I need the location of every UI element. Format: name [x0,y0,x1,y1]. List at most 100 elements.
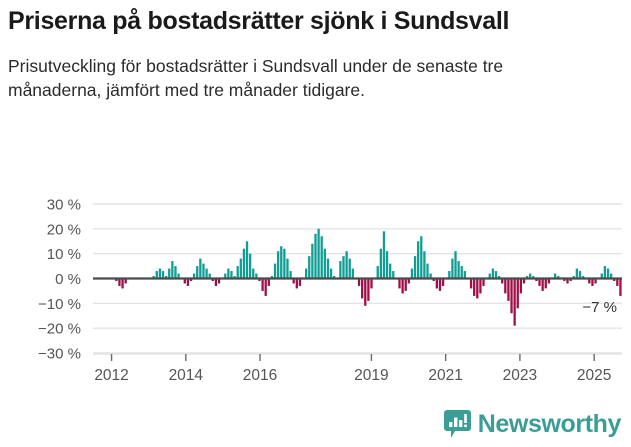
bar [177,273,180,279]
chart-bars [115,228,622,326]
bar [230,271,233,279]
bar [364,278,367,306]
bar [457,261,460,279]
chart-gridlines [93,203,622,354]
y-axis-tick-label: 0 % [55,271,81,288]
bar [494,271,498,279]
bar [370,278,373,289]
bar [504,278,507,294]
bar [432,278,435,281]
bar [202,263,205,279]
bar [205,268,208,279]
bar [242,248,246,279]
bar [451,258,454,279]
bar [320,236,323,279]
bar [227,268,230,279]
bar [252,268,255,279]
y-axis-tick-label: 20 % [47,221,81,238]
bar [516,278,519,309]
x-axis-tick-label: 2019 [354,367,388,384]
bar [572,276,575,279]
bar [535,278,538,281]
bar [429,273,432,279]
bar [333,276,336,279]
chart-y-axis: 30 % 20 % 10 % 0 % −10 % −20 % −30 % [38,197,81,363]
bar [501,278,504,284]
bar [441,278,445,286]
bar [407,278,410,284]
chart-x-axis: 2012 2014 2016 2019 2021 2023 2025 [93,353,622,384]
bar [519,278,523,294]
chart-page: Priserna på bostadsrätter sjönk i Sundsv… [0,7,631,447]
chart-plot-area: 30 % 20 % 10 % 0 % −10 % −20 % −30 % 2012 2014 2… [0,188,631,403]
bar [317,228,320,279]
bar [609,273,613,279]
bar [124,278,127,284]
x-axis-tick-label: 2014 [169,367,204,384]
bar [348,258,351,279]
bar [385,251,389,279]
x-axis-tick-label: 2021 [428,367,462,384]
bar [588,278,591,284]
bar [292,278,295,284]
bar [289,271,292,279]
bar [214,278,218,286]
bar [538,278,541,286]
bar [342,256,345,279]
bar [280,246,283,279]
bar [413,256,417,279]
bar [239,258,242,279]
bar [329,268,333,279]
y-axis-tick-label: −30 % [38,346,81,363]
bar [199,258,202,279]
bar [600,273,603,279]
y-axis-tick-label: 30 % [47,197,81,214]
bar [217,278,221,284]
bar [435,278,438,289]
bar [566,278,569,284]
bar [448,271,451,279]
bar [594,278,597,284]
y-axis-tick-label: −10 % [38,296,81,313]
bar [311,243,314,279]
bar [267,278,270,286]
bar [513,278,516,326]
bar [196,266,199,279]
bar [479,278,482,294]
bar [404,278,407,291]
bar [298,278,302,286]
page-title: Priserna på bostadsrätter sjönk i Sundsv… [8,7,510,35]
bar [541,278,544,291]
bar [326,258,330,279]
bar [603,266,607,279]
bar [295,278,298,289]
bar [174,266,177,279]
bar [164,276,168,279]
bar [410,268,414,279]
bar [488,273,491,279]
bar [398,278,401,289]
bar [438,278,442,291]
bar [544,278,547,289]
bar [189,278,193,281]
bar-chart-speech-bubble-icon [443,410,471,439]
bar [591,278,594,286]
bar [606,268,610,279]
bar [286,258,289,279]
bar [283,248,286,279]
bar [392,271,395,279]
bar [476,278,479,299]
bar [557,276,560,279]
bar [420,236,423,279]
bar [152,276,155,279]
bar [569,278,572,281]
bar [183,278,186,284]
newsworthy-logo[interactable]: Newsworthy [443,410,622,439]
bar [264,278,267,296]
bar [547,278,551,284]
bar [161,271,165,279]
bar [224,273,227,279]
bar [258,278,261,281]
logo-wordmark: Newsworthy [477,410,622,438]
bar [208,273,211,279]
